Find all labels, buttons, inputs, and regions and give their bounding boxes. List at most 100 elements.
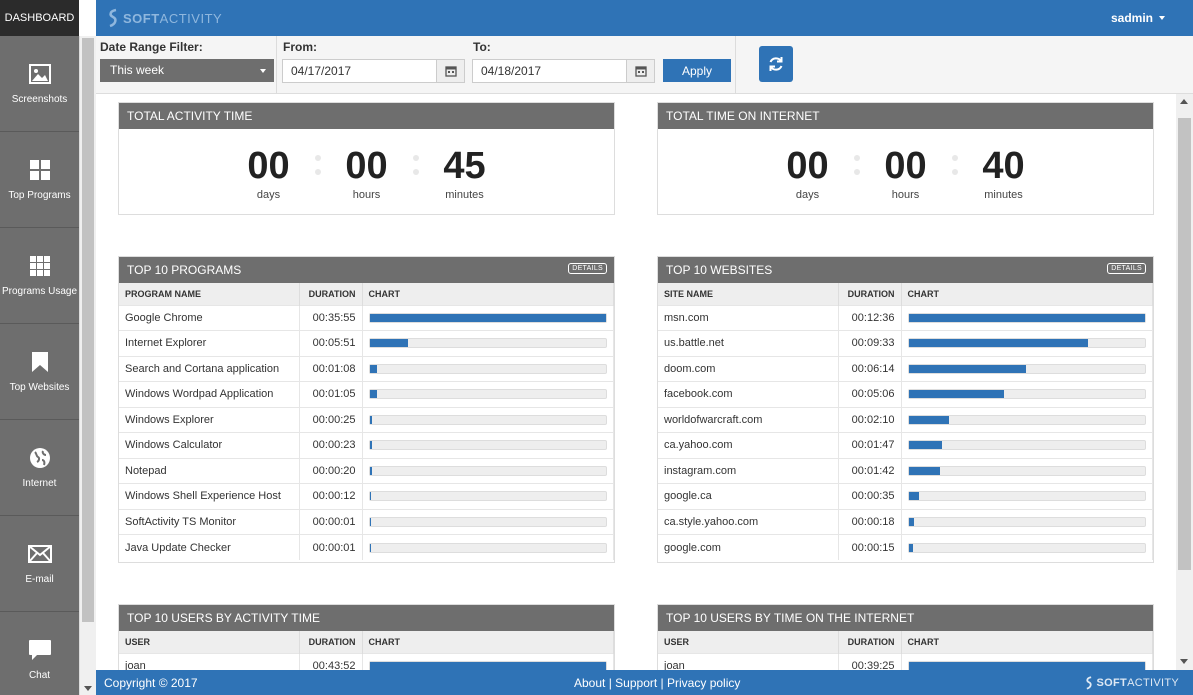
main-scrollbar-thumb[interactable]	[1178, 118, 1191, 570]
table-row[interactable]: ca.yahoo.com 00:01:47	[658, 432, 1153, 458]
column-header[interactable]: USER	[658, 631, 839, 653]
sidebar-item-chat[interactable]: Chat	[0, 612, 79, 695]
table-row[interactable]: Search and Cortana application 00:01:08	[119, 355, 614, 382]
duration-bar	[907, 338, 1146, 349]
column-header[interactable]: PROGRAM NAME	[119, 283, 300, 305]
row-duration: 00:00:18	[838, 508, 902, 535]
column-header[interactable]: USER	[119, 631, 300, 653]
table-row[interactable]: Java Update Checker 00:00:01	[119, 534, 614, 560]
table-body: Google Chrome 00:35:55 Internet Explorer 00…	[119, 304, 614, 560]
row-duration: 00:09:33	[838, 330, 902, 356]
user-menu[interactable]: sadmin	[1111, 11, 1165, 25]
table-row[interactable]: Google Chrome 00:35:55	[119, 304, 614, 331]
to-date-input[interactable]	[473, 60, 623, 82]
sidebar-item-internet[interactable]: Internet	[0, 420, 79, 516]
table-row[interactable]: Windows Explorer 00:00:25	[119, 406, 614, 433]
column-header[interactable]: DURATION	[299, 631, 363, 653]
from-date-input[interactable]	[283, 60, 433, 82]
table-row[interactable]: Windows Shell Experience Host 00:00:12	[119, 483, 614, 509]
row-name: Search and Cortana application	[119, 355, 300, 382]
table-row[interactable]: msn.com 00:12:36	[658, 304, 1153, 331]
top-websites-panel: TOP 10 WEBSITES DETAILS SITE NAME DURATI…	[657, 256, 1154, 563]
table-row[interactable]: Windows Calculator 00:00:23	[119, 432, 614, 458]
row-duration: 00:01:08	[299, 355, 363, 382]
duration-bar	[907, 465, 1146, 476]
sidebar-item-email[interactable]: E-mail	[0, 516, 79, 612]
column-header[interactable]: DURATION	[299, 283, 363, 305]
days-value: 00	[786, 145, 829, 187]
date-range-value: This week	[110, 63, 165, 77]
sidebar-scrollbar-thumb[interactable]	[82, 38, 94, 622]
calendar-icon[interactable]	[436, 60, 464, 82]
table-row[interactable]: us.battle.net 00:09:33	[658, 330, 1153, 356]
scroll-down-arrow-icon[interactable]	[1180, 659, 1188, 664]
from-date-field[interactable]	[282, 59, 465, 83]
table-row[interactable]: ca.style.yahoo.com 00:00:18	[658, 508, 1153, 535]
details-button[interactable]: DETAILS	[1107, 263, 1146, 274]
scroll-up-arrow-icon[interactable]	[1180, 99, 1188, 104]
sidebar-item-top-websites[interactable]: Top Websites	[0, 324, 79, 420]
row-chart	[901, 457, 1153, 484]
table-row[interactable]: joan 00:43:52	[119, 652, 614, 673]
row-chart	[362, 483, 614, 509]
privacy-policy-link[interactable]: Privacy policy	[667, 676, 741, 690]
about-link[interactable]: About	[574, 676, 606, 690]
column-header: CHART	[901, 283, 1153, 305]
sidebar-item-programs-usage[interactable]: Programs Usage	[0, 228, 79, 324]
sidebar-item-screenshots[interactable]: Screenshots	[0, 36, 79, 132]
sidebar-item-label: Internet	[22, 478, 57, 489]
apply-button[interactable]: Apply	[663, 59, 731, 82]
row-duration: 00:00:35	[838, 483, 902, 509]
duration-bar-fill	[908, 492, 920, 501]
sidebar-item-top-programs[interactable]: Top Programs	[0, 132, 79, 228]
sidebar-scrollbar[interactable]	[79, 36, 96, 695]
table-row[interactable]: doom.com 00:06:14	[658, 355, 1153, 382]
duration-bar	[368, 338, 607, 349]
logo-text-activity: ACTIVITY	[1127, 677, 1179, 689]
sidebar-item-label: Top Websites	[9, 382, 70, 393]
column-header[interactable]: DURATION	[838, 283, 902, 305]
hours-value: 00	[345, 145, 388, 187]
table-row[interactable]: facebook.com 00:05:06	[658, 381, 1153, 407]
table-row[interactable]: worldofwarcraft.com 00:02:10	[658, 406, 1153, 433]
sidebar-item-label: Screenshots	[11, 94, 68, 105]
table-row[interactable]: SoftActivity TS Monitor 00:00:01	[119, 508, 614, 535]
table-row[interactable]: Notepad 00:00:20	[119, 457, 614, 484]
top-programs-panel: TOP 10 PROGRAMS DETAILS PROGRAM NAME DUR…	[118, 256, 615, 563]
row-chart	[362, 534, 614, 560]
table-row[interactable]: joan 00:39:25	[658, 652, 1153, 673]
row-duration: 00:00:01	[299, 508, 363, 535]
main-scrollbar[interactable]	[1176, 94, 1193, 670]
refresh-button[interactable]	[759, 46, 793, 82]
table-row[interactable]: instagram.com 00:01:42	[658, 457, 1153, 484]
date-range-select[interactable]: This week	[100, 59, 274, 82]
table-row[interactable]: Internet Explorer 00:05:51	[119, 330, 614, 356]
duration-bar-fill	[908, 390, 1005, 399]
copyright-text: Copyright © 2017	[104, 676, 198, 690]
table-row[interactable]: Windows Wordpad Application 00:01:05	[119, 381, 614, 407]
table-row[interactable]: google.ca 00:00:35	[658, 483, 1153, 509]
duration-bar-fill	[369, 662, 606, 670]
to-date-field[interactable]	[472, 59, 655, 83]
top-programs-table: PROGRAM NAME DURATION CHART Google Chrom…	[119, 283, 614, 560]
duration-bar-fill	[908, 662, 1145, 670]
to-label: To:	[473, 40, 491, 54]
row-chart	[362, 508, 614, 535]
row-name: SoftActivity TS Monitor	[119, 508, 300, 535]
row-name: joan	[658, 652, 839, 673]
scroll-down-arrow-icon[interactable]	[84, 686, 92, 691]
row-duration: 00:05:51	[299, 330, 363, 356]
duration-bar	[907, 389, 1146, 400]
support-link[interactable]: Support	[615, 676, 658, 690]
panel-header: TOP 10 PROGRAMS DETAILS	[119, 257, 614, 283]
calendar-icon[interactable]	[626, 60, 654, 82]
sidebar-dashboard-header[interactable]: DASHBOARD	[0, 0, 79, 36]
row-name: Java Update Checker	[119, 534, 300, 560]
details-button[interactable]: DETAILS	[568, 263, 607, 274]
softactivity-logo[interactable]: SOFT ACTIVITY	[106, 8, 222, 28]
column-header[interactable]: SITE NAME	[658, 283, 839, 305]
column-header[interactable]: DURATION	[838, 631, 902, 653]
row-chart	[362, 355, 614, 382]
row-name: joan	[119, 652, 300, 673]
table-row[interactable]: google.com 00:00:15	[658, 534, 1153, 560]
